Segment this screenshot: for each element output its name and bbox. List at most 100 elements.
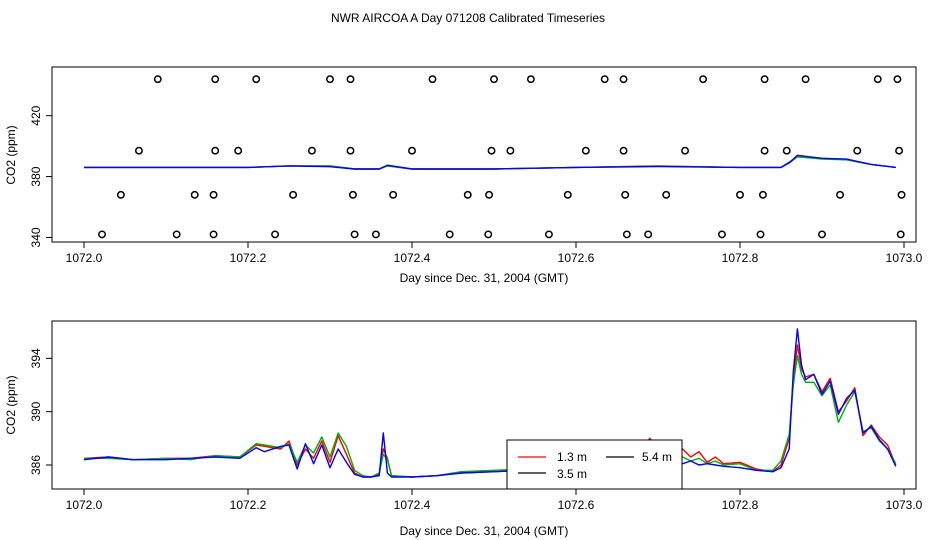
top-marker-point [621, 190, 630, 199]
bottom-x-tick-label: 1073.0 [886, 498, 923, 512]
top-marker-point [326, 75, 334, 84]
top-marker-point [506, 146, 515, 155]
top-marker-point [116, 190, 125, 199]
bottom-y-axis-label: CO2 (ppm) [4, 375, 18, 434]
top-panel: 1072.0 1072.2 1072.4 1072.6 1072.8 1073.0 340… [4, 66, 923, 285]
bottom-x-tick-label: 1072.8 [722, 498, 759, 512]
top-marker-point [234, 146, 243, 155]
top-y-tick-label: 380 [29, 166, 43, 186]
top-series-group [84, 154, 896, 170]
top-marker-point [873, 75, 882, 84]
legend-label-1-3m: 1.3 m [557, 450, 587, 464]
top-marker-point [428, 75, 437, 84]
top-marker-point [896, 230, 905, 239]
bottom-y-tick-label: 390 [29, 401, 43, 421]
top-marker-point [209, 230, 218, 239]
top-marker-point [895, 146, 904, 155]
bottom-plot-frame [51, 320, 917, 490]
bottom-x-axis-label: Day since Dec. 31, 2004 (GMT) [400, 524, 569, 538]
top-marker-point [349, 190, 357, 199]
bottom-panel: 1072.0 1072.2 1072.4 1072.6 1072.8 1073.0 386… [4, 320, 923, 538]
bottom-y-tick-label: 394 [29, 348, 43, 368]
top-marker-point [485, 190, 494, 199]
top-y-axis-label: CO2 (ppm) [4, 125, 18, 184]
top-marker-point [836, 190, 844, 199]
top-marker-point [662, 190, 671, 199]
top-marker-point [644, 230, 653, 239]
top-marker-point [782, 146, 791, 155]
top-marker-point [756, 230, 765, 239]
top-marker-point [308, 146, 316, 155]
top-y-tick-label: 340 [29, 227, 43, 247]
top-x-tick-label: 1072.4 [394, 251, 431, 265]
top-marker-point [801, 75, 810, 84]
top-marker-point [619, 75, 628, 84]
top-marker-point [408, 146, 416, 155]
top-marker-point [490, 75, 498, 84]
top-marker-point [211, 146, 220, 155]
top-marker-point [371, 230, 380, 239]
top-marker-point [289, 190, 298, 199]
top-x-axis: 1072.0 1072.2 1072.4 1072.6 1072.8 1073.0 [66, 242, 923, 265]
top-marker-point [897, 190, 906, 199]
top-marker-point [622, 230, 631, 239]
top-x-tick-label: 1073.0 [886, 251, 923, 265]
legend-label-3-5m: 3.5 m [557, 467, 587, 481]
top-marker-point [563, 190, 572, 199]
top-marker-point [211, 75, 220, 84]
bottom-y-tick-label: 386 [29, 455, 43, 475]
top-marker-point [699, 75, 708, 84]
top-marker-point [463, 190, 472, 199]
top-y-axis: 340 380 420 [29, 105, 52, 247]
top-marker-point [736, 190, 744, 199]
top-x-tick-label: 1072.6 [558, 251, 595, 265]
top-marker-point [445, 230, 454, 239]
bottom-x-tick-label: 1072.0 [66, 498, 103, 512]
legend-box [506, 439, 683, 490]
legend-label-5-4m: 5.4 m [642, 450, 672, 464]
top-y-tick-label: 420 [29, 105, 43, 125]
top-marker-point [190, 190, 199, 199]
top-marker-point [252, 75, 261, 84]
top-x-axis-label: Day since Dec. 31, 2004 (GMT) [400, 271, 569, 285]
top-marker-point [681, 146, 690, 155]
top-plot-frame [51, 66, 917, 243]
top-marker-point [718, 230, 726, 239]
top-marker-point [759, 190, 767, 199]
legend: 1.3 m 3.5 m 5.4 m [506, 439, 683, 490]
top-marker-point [853, 146, 862, 155]
top-marker-point [760, 75, 769, 84]
top-marker-point [526, 75, 535, 84]
top-marker-point [893, 75, 902, 84]
top-marker-point [98, 230, 106, 239]
top-x-tick-label: 1072.8 [722, 251, 759, 265]
top-marker-point [346, 75, 355, 84]
top-marker-point [350, 230, 359, 239]
bottom-series-line-5-4-m [83, 328, 897, 478]
top-marker-point [619, 146, 628, 155]
bottom-x-axis: 1072.0 1072.2 1072.4 1072.6 1072.8 1073.0 [66, 489, 923, 512]
bottom-y-axis: 386 390 394 [29, 348, 52, 475]
top-marker-point [484, 230, 493, 239]
top-markers-group [98, 75, 906, 239]
top-x-tick-label: 1072.2 [230, 251, 267, 265]
top-marker-point [172, 230, 181, 239]
bottom-x-tick-label: 1072.6 [558, 498, 595, 512]
top-marker-point [818, 230, 826, 239]
top-marker-point [389, 190, 398, 199]
top-series-line-5-4-m [84, 154, 896, 170]
top-x-tick-label: 1072.0 [66, 251, 103, 265]
top-marker-point [600, 75, 609, 84]
top-marker-point [487, 146, 496, 155]
top-marker-point [544, 230, 553, 239]
bottom-x-tick-label: 1072.2 [230, 498, 267, 512]
top-marker-point [134, 146, 143, 155]
bottom-series-line-3-5-m [84, 355, 897, 478]
bottom-x-tick-label: 1072.4 [394, 498, 431, 512]
top-marker-point [209, 190, 218, 199]
top-marker-point [271, 230, 280, 239]
top-marker-point [760, 146, 769, 155]
chart-title: NWR AIRCOA A Day 071208 Calibrated Times… [331, 11, 605, 25]
top-marker-point [346, 146, 355, 155]
